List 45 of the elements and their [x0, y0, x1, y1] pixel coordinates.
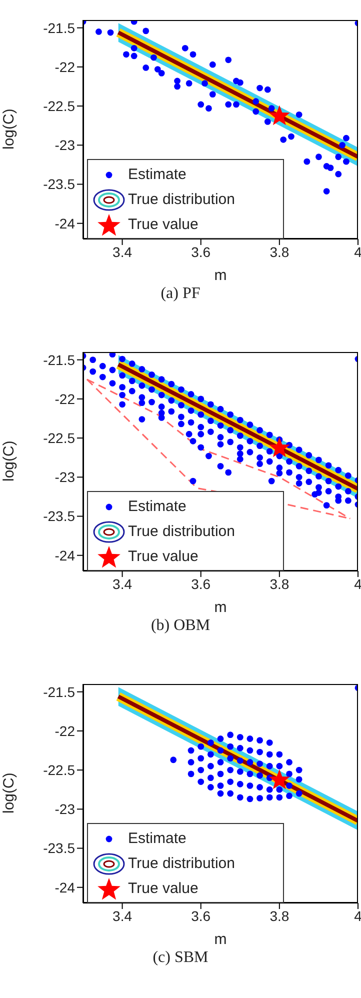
legend-label: Estimate [128, 830, 186, 847]
x-tick-label: 3.8 [270, 908, 290, 924]
x-axis-title: m [214, 931, 227, 948]
y-tick-label: -23.5 [43, 176, 76, 192]
y-tick-label: -21.5 [43, 684, 76, 700]
y-tick-label: -24 [54, 547, 76, 564]
y-tick-label: -21.5 [43, 20, 76, 36]
x-tick-label: 3.8 [270, 576, 290, 592]
y-axis-title: log(C) [0, 772, 18, 814]
y-tick-label: -22 [54, 722, 76, 739]
x-tick-label: 3.6 [191, 244, 211, 260]
x-tick-label: 3.8 [270, 244, 290, 260]
y-tick-label: -23 [54, 801, 76, 818]
legend-label: True value [128, 880, 198, 897]
y-tick-label: -24 [54, 879, 76, 896]
x-tick-label: 3.6 [191, 908, 211, 924]
y-tick-label: -23 [54, 137, 76, 154]
y-tick-label: -22.5 [43, 430, 76, 446]
x-tick-label: 3.4 [112, 244, 132, 260]
text: (a) PF [160, 285, 202, 303]
legend-label: Estimate [128, 498, 186, 515]
text: (b) OBM [150, 617, 212, 635]
legend-label: True distribution [128, 523, 235, 540]
y-axis-title: log(C) [0, 440, 18, 482]
x-axis-title: m [214, 267, 227, 284]
legend-label: True value [128, 548, 198, 565]
y-tick-label: -22 [54, 58, 76, 75]
y-tick-label: -23.5 [43, 508, 76, 524]
y-tick-label: -22.5 [43, 762, 76, 778]
y-axis-title: log(C) [0, 108, 18, 150]
x-tick-label: 3.4 [112, 576, 132, 592]
y-tick-label: -21.5 [43, 352, 76, 368]
text: (c) SBM [152, 949, 210, 967]
y-tick-label: -24 [54, 215, 76, 232]
legend-label: True distribution [128, 855, 235, 872]
legend-label: True distribution [128, 191, 235, 208]
legend-label: Estimate [128, 166, 186, 183]
y-tick-label: -23.5 [43, 840, 76, 856]
x-tick-label: 3.4 [112, 908, 132, 924]
y-tick-label: -22 [54, 390, 76, 407]
y-tick-label: -23 [54, 469, 76, 486]
y-tick-label: -22.5 [43, 98, 76, 114]
legend-label: True value [128, 216, 198, 233]
x-axis-title: m [214, 599, 227, 616]
x-tick-label: 3.6 [191, 576, 211, 592]
